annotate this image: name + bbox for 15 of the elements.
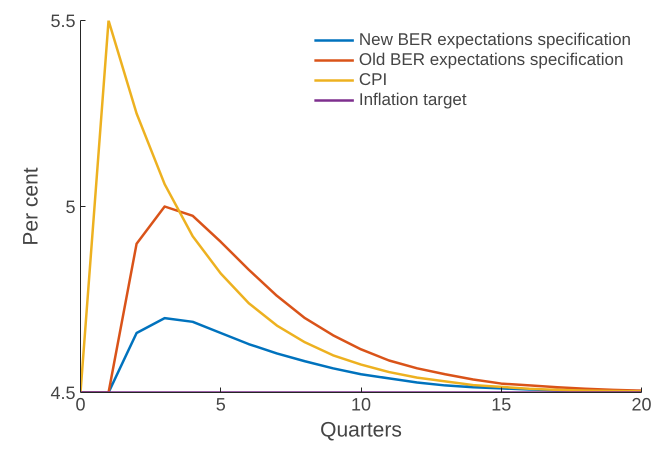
y-tick-label: 5.5 bbox=[50, 11, 76, 31]
y-tick-label: 4.5 bbox=[50, 383, 76, 403]
x-tick-label: 15 bbox=[491, 394, 512, 414]
y-tick-label: 5 bbox=[65, 197, 76, 217]
legend-label: Old BER expectations specification bbox=[358, 50, 624, 70]
x-tick-label: 5 bbox=[216, 394, 226, 414]
legend-label: CPI bbox=[358, 70, 388, 90]
y-axis-title: Per cent bbox=[19, 167, 42, 246]
line-series bbox=[80, 20, 642, 392]
x-axis-title: Quarters bbox=[320, 418, 402, 442]
legend-label: New BER expectations specification bbox=[358, 30, 631, 50]
x-tick-label: 0 bbox=[75, 394, 86, 414]
legend-label: Inflation target bbox=[358, 90, 467, 110]
x-tick-label: 10 bbox=[350, 394, 372, 414]
x-tick-label: 20 bbox=[631, 394, 652, 414]
